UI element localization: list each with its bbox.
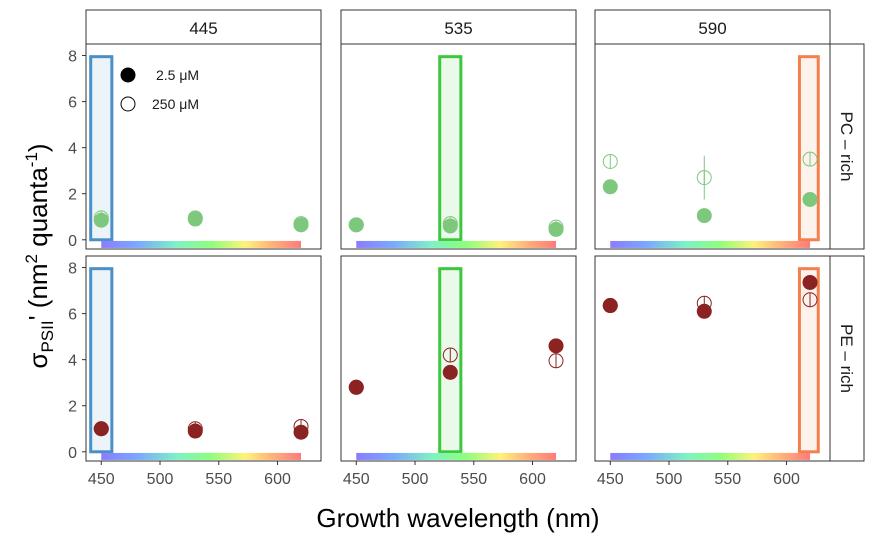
y-axis-title-part: quanta [23,167,53,254]
x-tick-label: 600 [773,471,800,488]
x-tick-label: 500 [402,471,429,488]
strip-label-pe-rich: PE – rich [837,324,856,393]
panel-background [595,256,830,461]
y-tick-label: 8 [68,49,77,66]
point-2-5-um [548,338,564,354]
strip-label-pc-rich: PC – rich [837,112,856,182]
panel-border [85,255,322,462]
x-tick-label: 500 [656,471,683,488]
point-2-5-um [696,208,712,224]
x-tick-label: 550 [714,471,741,488]
y-axis-title-part: PSII [38,320,57,352]
spectrum-bar [610,240,811,248]
x-tick-label: 600 [264,471,291,488]
highlight-band-590 [797,55,820,242]
highlight-band-445 [89,267,114,454]
y-axis-title: σPSII' (nm2 quanta-1) [22,143,57,368]
legend-key-open [120,96,136,112]
highlight-band-535 [438,55,463,242]
panel-pc-rich-535 [340,43,577,250]
panel-background [341,44,576,249]
spectrum-bar [101,452,302,460]
strips-layer: 445 535 590 PC – rich PE – rich [85,9,865,462]
panel-pc-rich-590 [594,43,831,250]
x-tick-label: 600 [519,471,546,488]
spectrum-bar [101,240,302,248]
strip-445 [85,9,322,45]
legend-key-filled [120,67,136,83]
y-axis-title-part: -1 [22,152,41,167]
y-tick-label: 2 [68,187,77,204]
x-tick-label: 450 [343,471,370,488]
spectrum-bar [356,240,557,248]
y-tick-label: 4 [68,141,77,158]
y-tick-label: 8 [68,261,77,278]
panel-background [595,44,830,249]
strip-535 [340,9,577,45]
legend-label: 2.5 μM [156,67,199,83]
highlight-band-590 [797,267,820,454]
y-axis-title-part: ' (nm [23,263,53,320]
highlight-band-445 [89,55,114,242]
y-axis-title-part: 2 [22,254,41,263]
x-tick-label: 550 [460,471,487,488]
x-tick-label: 500 [147,471,174,488]
legend-label: 250 μM [152,96,199,112]
panel-border [340,255,577,462]
y-axis-title-part: σ [23,353,53,369]
y-tick-label: 6 [68,307,77,324]
panel-background [86,256,321,461]
y-tick-label: 6 [68,95,77,112]
panel-pe-rich-535 [340,255,577,462]
point-2-5-um [802,274,818,290]
x-axis-title: Growth wavelength (nm) [316,503,599,533]
y-tick-label: 0 [68,445,77,462]
panel-pe-rich-445 [85,255,322,462]
strip-pc-rich [829,43,865,250]
axes-layer: 0 2 4 6 8 0 2 4 6 8 450 500 550 600 450 500 550 600 450 500… [68,49,800,488]
y-tick-label: 0 [68,233,77,250]
strip-label-590: 590 [698,19,726,38]
x-tick-label: 450 [597,471,624,488]
x-tick-label: 550 [205,471,232,488]
point-2-5-um [442,364,458,380]
spectrum-bar [356,452,557,460]
strip-pe-rich [829,255,865,462]
panel-pe-rich-590 [594,255,831,462]
point-2-5-um [802,191,818,207]
y-axis-title-part: ) [23,143,53,152]
point-2-5-um [602,179,618,195]
panels-layer [85,43,831,462]
y-tick-label: 4 [68,353,77,370]
panel-background [341,256,576,461]
panel-pc-rich-445 [85,43,322,250]
legend: 2.5 μM 250 μM [120,67,199,112]
y-tick-label: 2 [68,399,77,416]
spectrum-bar [610,452,811,460]
strip-590 [594,9,831,45]
x-tick-label: 450 [88,471,115,488]
strip-label-445: 445 [189,19,217,38]
strip-label-535: 535 [444,19,472,38]
